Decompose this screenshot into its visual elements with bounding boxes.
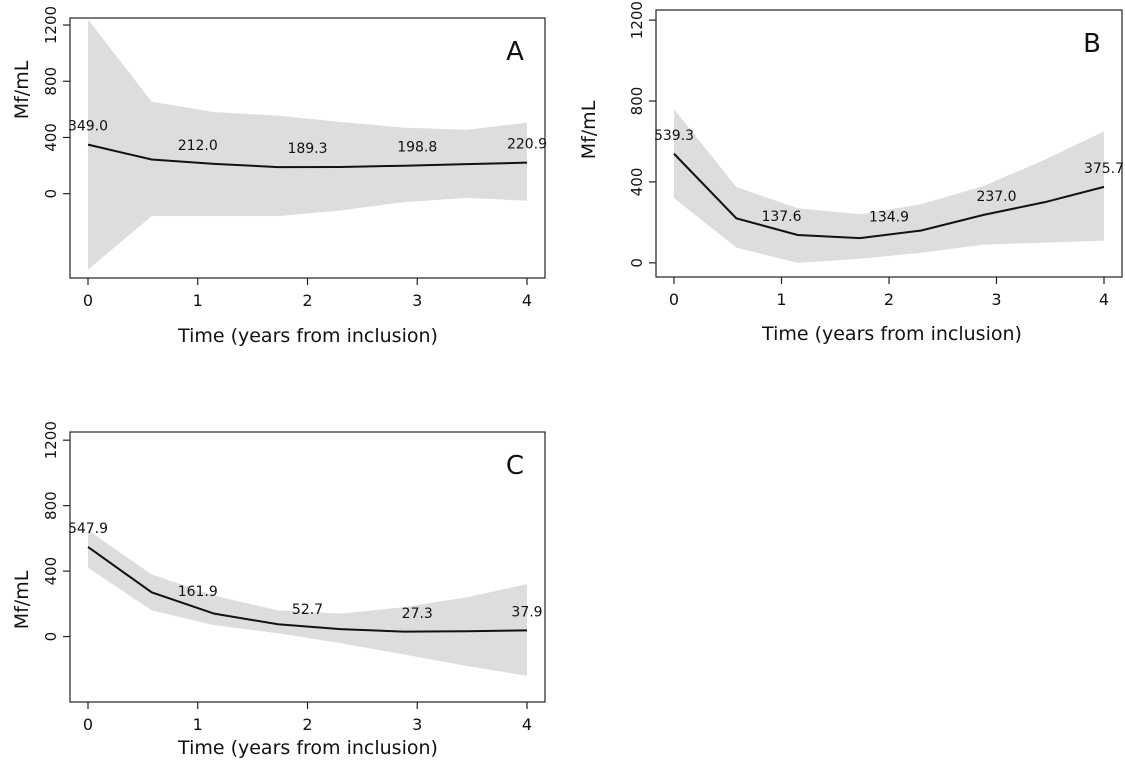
data-label: 137.6 bbox=[761, 209, 801, 225]
x-tick-label: 2 bbox=[302, 291, 312, 310]
data-label: 349.0 bbox=[68, 119, 108, 135]
data-label: 27.3 bbox=[402, 606, 433, 622]
x-tick-label: 0 bbox=[83, 715, 93, 734]
x-tick-label: 1 bbox=[776, 290, 786, 309]
y-tick-label: 0 bbox=[628, 258, 646, 268]
x-tick-label: 4 bbox=[522, 291, 532, 310]
data-label: 161.9 bbox=[178, 584, 218, 600]
mean-line bbox=[87, 143, 528, 169]
x-tick-label: 1 bbox=[193, 715, 203, 734]
data-label: 237.0 bbox=[976, 189, 1016, 205]
y-tick-label: 400 bbox=[42, 557, 60, 586]
x-tick-label: 2 bbox=[302, 715, 312, 734]
y-tick-label: 0 bbox=[42, 189, 60, 199]
data-label: 134.9 bbox=[869, 210, 909, 226]
plot-area: A 0 400 800 1200 0 1 2 3 4 349.0 212.0 189.3 198.8 220… bbox=[42, 6, 547, 310]
y-axis-label: Mf/mL bbox=[11, 60, 33, 119]
plot-area: B 0 400 800 1200 0 1 2 3 4 539.3 137.6 134.9 237.0 375… bbox=[628, 1, 1124, 309]
x-axis-label: Time (years from inclusion) bbox=[177, 325, 438, 347]
x-tick-label: 0 bbox=[669, 290, 679, 309]
y-tick-label: 800 bbox=[42, 67, 60, 96]
data-label: 539.3 bbox=[654, 128, 694, 144]
y-tick-label: 800 bbox=[628, 87, 646, 116]
chart-panel-a: Mf/mL A 0 400 800 1200 0 1 2 3 4 349.0 212.0 189.3 19… bbox=[11, 6, 547, 347]
y-tick-label: 400 bbox=[628, 168, 646, 197]
chart-panel-c: Mf/mL C 0 400 800 1200 0 1 2 3 4 547.9 161.9 52.7 27.… bbox=[11, 421, 546, 759]
y-tick-label: 1200 bbox=[628, 1, 646, 39]
confidence-band bbox=[88, 19, 527, 270]
y-tick-label: 1200 bbox=[42, 6, 60, 44]
plot-area: C 0 400 800 1200 0 1 2 3 4 547.9 161.9 52.7 27.3 37.9 bbox=[42, 421, 546, 734]
y-axis-label: Mf/mL bbox=[578, 100, 600, 159]
y-axis-label: Mf/mL bbox=[11, 570, 33, 629]
y-tick-label: 1200 bbox=[42, 421, 60, 459]
mean-line bbox=[87, 546, 528, 633]
confidence-band bbox=[88, 530, 527, 676]
panel-label: C bbox=[506, 451, 524, 481]
x-tick-label: 3 bbox=[412, 715, 422, 734]
data-label: 189.3 bbox=[287, 141, 327, 157]
data-label: 198.8 bbox=[397, 140, 437, 156]
x-tick-label: 3 bbox=[991, 290, 1001, 309]
y-tick-label: 0 bbox=[42, 632, 60, 642]
x-tick-label: 2 bbox=[884, 290, 894, 309]
y-tick-label: 800 bbox=[42, 491, 60, 520]
data-label: 375.7 bbox=[1084, 161, 1124, 177]
data-label: 220.9 bbox=[507, 137, 547, 153]
chart-panel-b: Mf/mL B 0 400 800 1200 0 1 2 3 4 539.3 137.6 134.9 23… bbox=[578, 1, 1124, 345]
y-tick-label: 400 bbox=[42, 123, 60, 152]
x-tick-label: 4 bbox=[522, 715, 532, 734]
mean-line bbox=[673, 153, 1105, 240]
x-tick-label: 1 bbox=[193, 291, 203, 310]
x-axis-label: Time (years from inclusion) bbox=[177, 737, 438, 759]
data-label: 212.0 bbox=[178, 138, 218, 154]
data-label: 52.7 bbox=[292, 602, 323, 618]
x-tick-label: 3 bbox=[412, 291, 422, 310]
data-label: 547.9 bbox=[68, 521, 108, 537]
x-tick-label: 0 bbox=[83, 291, 93, 310]
panel-label: B bbox=[1083, 29, 1101, 59]
x-axis-label: Time (years from inclusion) bbox=[761, 323, 1022, 345]
confidence-band bbox=[674, 109, 1104, 263]
data-label: 37.9 bbox=[511, 604, 542, 620]
panel-label: A bbox=[506, 37, 524, 67]
x-tick-label: 4 bbox=[1099, 290, 1109, 309]
